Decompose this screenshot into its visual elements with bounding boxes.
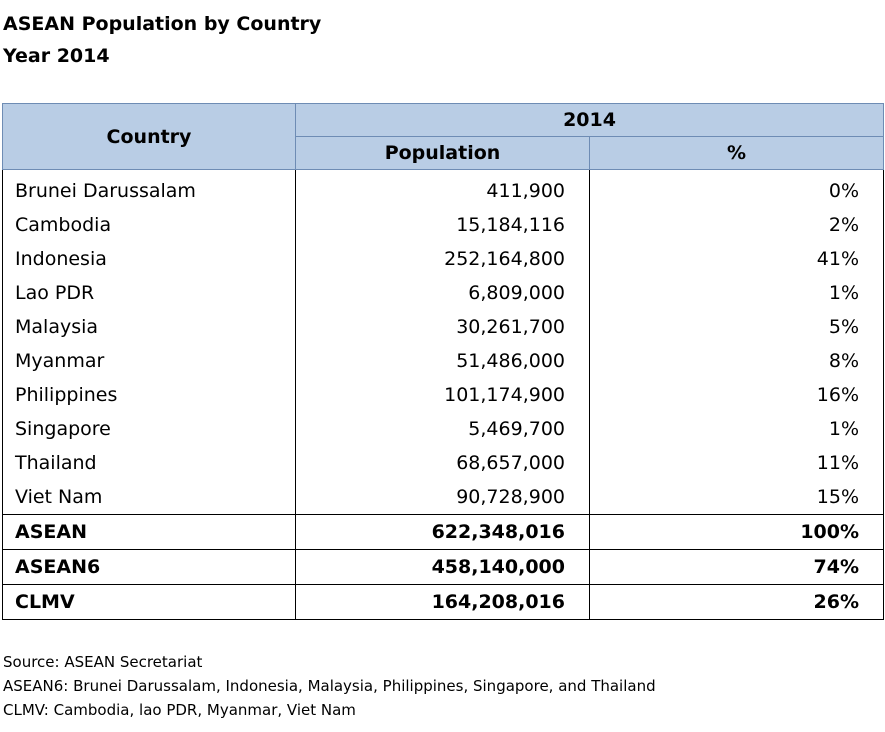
source-note: Source: ASEAN Secretariat <box>3 653 203 671</box>
aggregate-population: 164,208,016 <box>295 584 590 620</box>
aggregate-label: ASEAN6 <box>2 549 296 585</box>
percent-cell: 5% <box>588 310 884 344</box>
country-cell: Lao PDR <box>15 282 95 304</box>
country-cell: Malaysia <box>15 316 99 338</box>
table-row: Singapore 5,469,700 1% <box>3 412 884 446</box>
population-cell: 252,164,800 <box>295 242 590 276</box>
population-cell: 6,809,000 <box>295 276 590 310</box>
header-percent: % <box>588 136 885 170</box>
aggregate-row-clmv: CLMV 164,208,016 26% <box>2 584 884 620</box>
aggregate-percent: 26% <box>588 584 884 620</box>
aggregate-label: CLMV <box>2 584 296 620</box>
table-row: Lao PDR 6,809,000 1% <box>3 276 884 310</box>
table-row: Brunei Darussalam 411,900 0% <box>3 169 884 208</box>
aggregate-population: 458,140,000 <box>295 549 590 585</box>
population-cell: 68,657,000 <box>295 446 590 480</box>
table-row: Cambodia 15,184,116 2% <box>3 208 884 242</box>
percent-cell: 11% <box>588 446 884 480</box>
population-cell: 411,900 <box>295 169 590 208</box>
header-year: 2014 <box>294 103 885 137</box>
country-cell: Singapore <box>15 418 111 440</box>
percent-cell: 1% <box>588 276 884 310</box>
country-cell: Brunei Darussalam <box>15 180 196 202</box>
population-cell: 101,174,900 <box>295 378 590 412</box>
percent-cell: 2% <box>588 208 884 242</box>
country-cell: Viet Nam <box>15 486 103 508</box>
country-cell: Cambodia <box>15 214 112 236</box>
country-cell: Philippines <box>15 384 118 406</box>
population-cell: 30,261,700 <box>295 310 590 344</box>
table-row: Philippines 101,174,900 16% <box>3 378 884 412</box>
aggregate-population: 622,348,016 <box>295 514 590 550</box>
percent-cell: 15% <box>588 480 884 515</box>
percent-cell: 8% <box>588 344 884 378</box>
population-cell: 51,486,000 <box>295 344 590 378</box>
percent-cell: 16% <box>588 378 884 412</box>
table-row: Indonesia 252,164,800 41% <box>3 242 884 276</box>
country-cell: Thailand <box>15 452 97 474</box>
aggregate-percent: 74% <box>588 549 884 585</box>
table-row: Malaysia 30,261,700 5% <box>3 310 884 344</box>
aggregate-label: ASEAN <box>2 514 296 550</box>
population-cell: 90,728,900 <box>295 480 590 515</box>
table-row: Viet Nam 90,728,900 15% <box>3 480 884 515</box>
asean6-note: ASEAN6: Brunei Darussalam, Indonesia, Ma… <box>3 677 656 695</box>
aggregate-percent: 100% <box>588 514 884 550</box>
page-subtitle: Year 2014 <box>3 45 110 67</box>
population-cell: 5,469,700 <box>295 412 590 446</box>
table-row: Thailand 68,657,000 11% <box>3 446 884 480</box>
footnotes: Source: ASEAN Secretariat ASEAN6: Brunei… <box>3 650 656 722</box>
country-cell: Myanmar <box>15 350 105 372</box>
percent-cell: 41% <box>588 242 884 276</box>
clmv-note: CLMV: Cambodia, lao PDR, Myanmar, Viet N… <box>3 701 356 719</box>
table-row: Myanmar 51,486,000 8% <box>3 344 884 378</box>
page-title: ASEAN Population by Country <box>3 13 322 35</box>
aggregate-row-asean6: ASEAN6 458,140,000 74% <box>2 549 884 585</box>
country-cell: Indonesia <box>15 248 107 270</box>
percent-cell: 0% <box>588 169 884 208</box>
population-cell: 15,184,116 <box>295 208 590 242</box>
header-country: Country <box>2 103 296 170</box>
aggregate-row-asean: ASEAN 622,348,016 100% <box>2 514 884 550</box>
header-population: Population <box>295 136 590 170</box>
percent-cell: 1% <box>588 412 884 446</box>
population-table: Country 2014 Population % Brunei Darussa… <box>2 103 885 620</box>
